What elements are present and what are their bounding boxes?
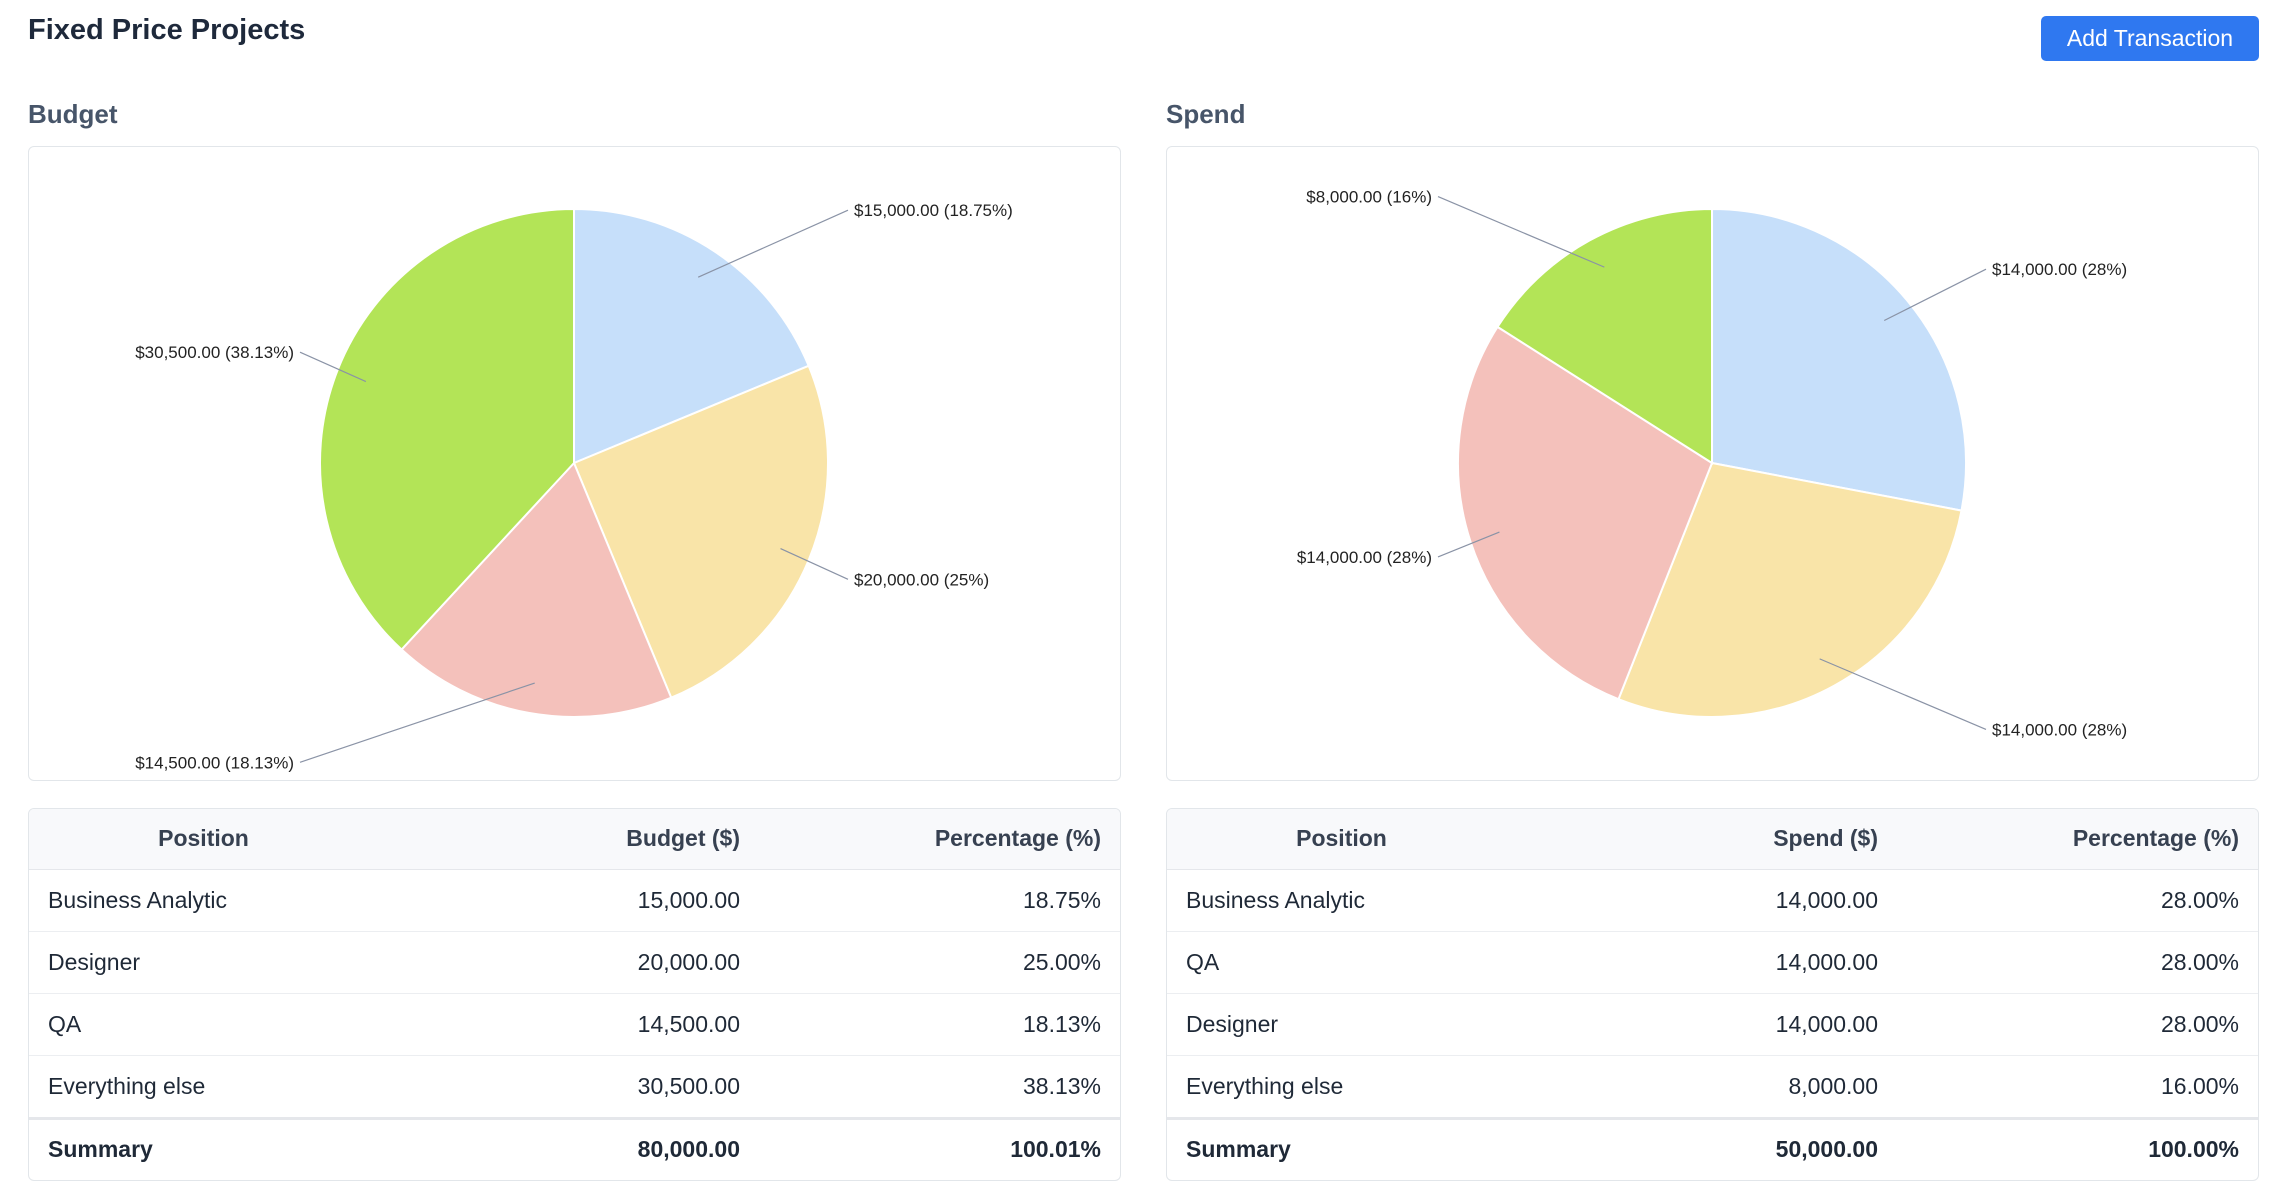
cell-amount: 20,000.00	[379, 931, 740, 994]
cell-position: Everything else	[48, 1072, 206, 1099]
budget-panel: Budget $15,000.00 (18.75%) $20,000.00 (25…	[28, 100, 1121, 1181]
spend-chart-card: $14,000.00 (28%) $14,000.00 (28%) $14,000.…	[1166, 146, 2259, 781]
pie-label-line	[1437, 531, 1500, 558]
summary-amount: 50,000.00	[1517, 1116, 1878, 1180]
pie-label-line	[780, 547, 849, 580]
table-row: Designer 20,000.00 25.00%	[29, 931, 1120, 994]
cell-percentage: 28.00%	[1878, 931, 2258, 994]
cell-amount: 30,500.00	[637, 1072, 740, 1099]
pie-slice-everything-else[interactable]	[319, 207, 575, 651]
cell-position: QA	[1167, 931, 1517, 994]
table-row: Designer 14,000.00 28.00%	[1167, 993, 2258, 1056]
cell-position: Business Analytic	[1167, 869, 1517, 932]
pie-label-line	[1883, 268, 1987, 322]
table-row: Business Analytic 14,000.00 28.00%	[1167, 869, 2258, 932]
budget-pie-chart: $15,000.00 (18.75%) $20,000.00 (25%) $14,5…	[135, 201, 1013, 772]
cell-position: Designer	[1167, 993, 1517, 1056]
column-header-position: Position	[29, 809, 379, 870]
pie-label-line	[299, 682, 535, 763]
pie-slice-label: $14,000.00 (28%)	[1297, 548, 1432, 567]
cell-percentage: 18.13%	[740, 993, 1120, 1056]
spend-section-title: Spend	[1166, 99, 1246, 129]
cell-position: QA	[29, 993, 379, 1056]
cell-percentage: 28.00%	[1878, 869, 2258, 932]
table-row: Business Analytic 15,000.00 18.75%	[29, 869, 1120, 932]
pie-slice-label: $20,000.00 (25%)	[854, 570, 989, 589]
column-header-percentage: Percentage (%)	[740, 809, 1120, 870]
pie-slice-business-analytic[interactable]	[573, 207, 810, 465]
budget-table-card: Position Budget ($) Percentage (%) Busin…	[28, 808, 1121, 1181]
page-title: Fixed Price Projects	[28, 14, 306, 46]
pie-slice-qa[interactable]	[1457, 325, 1714, 701]
budget-table: Position Budget ($) Percentage (%) Busin…	[29, 809, 1120, 1180]
cell-percentage: 16.00%	[2160, 1072, 2239, 1099]
pie-label-line	[299, 351, 367, 383]
pie-slice-label: $30,500.00 (38.13%)	[135, 343, 294, 362]
cell-percentage: 18.75%	[740, 869, 1120, 932]
budget-chart-card: $15,000.00 (18.75%) $20,000.00 (25%) $14,5…	[28, 146, 1121, 781]
table-row: QA 14,500.00 18.13%	[29, 993, 1120, 1056]
pie-slice-label: $15,000.00 (18.75%)	[854, 201, 1013, 220]
pie-slice-qa[interactable]	[400, 461, 673, 718]
summary-amount: 80,000.00	[379, 1116, 740, 1180]
budget-section-title: Budget	[28, 99, 118, 129]
pie-slice-label: $14,000.00 (28%)	[1992, 720, 2127, 739]
add-transaction-button[interactable]: Add Transaction	[2041, 16, 2259, 61]
cell-position: Everything else	[1186, 1072, 1344, 1099]
cell-percentage: 38.13%	[1022, 1072, 1101, 1099]
column-header-spend: Spend ($)	[1517, 809, 1878, 870]
pie-slice-label: $14,000.00 (28%)	[1992, 260, 2127, 279]
table-header-row: Position Budget ($) Percentage (%)	[29, 809, 1120, 870]
pie-label-line	[1819, 658, 1987, 730]
pie-slice-business-analytic[interactable]	[1711, 207, 1967, 512]
spend-table: Position Spend ($) Percentage (%) Busine…	[1167, 809, 2258, 1180]
cell-amount: 14,000.00	[1517, 993, 1878, 1056]
summary-row: Summary 80,000.00 100.01%	[29, 1116, 1120, 1180]
summary-label: Summary	[29, 1116, 379, 1180]
pie-slice-everything-else[interactable]	[1496, 207, 1713, 465]
pie-slice-designer[interactable]	[1617, 461, 1963, 718]
cell-amount: 14,000.00	[1517, 869, 1878, 932]
pie-label-line	[1437, 196, 1605, 268]
cell-percentage: 25.00%	[740, 931, 1120, 994]
table-row: QA 14,000.00 28.00%	[1167, 931, 2258, 994]
cell-position: Business Analytic	[29, 869, 379, 932]
cell-percentage: 28.00%	[1878, 993, 2258, 1056]
spend-table-card: Position Spend ($) Percentage (%) Busine…	[1166, 808, 2259, 1181]
table-header-row: Position Spend ($) Percentage (%)	[1167, 809, 2258, 870]
cell-amount: 14,500.00	[379, 993, 740, 1056]
summary-percentage: 100.00%	[1878, 1116, 2258, 1180]
spend-pie-chart: $14,000.00 (28%) $14,000.00 (28%) $14,000.…	[1297, 188, 2127, 740]
pie-label-line	[697, 209, 849, 278]
cell-amount: 15,000.00	[379, 869, 740, 932]
column-header-percentage: Percentage (%)	[1878, 809, 2258, 870]
cell-amount: 8,000.00	[1788, 1072, 1878, 1099]
spend-panel: Spend $14,000.00 (28%) $14,000.00 (28%) $1…	[1166, 100, 2259, 1181]
column-header-position: Position	[1167, 809, 1517, 870]
table-row: Everything else 30,500.00 38.13%	[29, 1055, 1120, 1118]
cell-amount: 14,000.00	[1517, 931, 1878, 994]
cell-position: Designer	[29, 931, 379, 994]
column-header-budget: Budget ($)	[379, 809, 740, 870]
summary-row: Summary 50,000.00 100.00%	[1167, 1116, 2258, 1180]
pie-slice-label: $14,500.00 (18.13%)	[135, 753, 294, 772]
summary-percentage: 100.01%	[740, 1116, 1120, 1180]
pie-slice-label: $8,000.00 (16%)	[1306, 188, 1432, 207]
table-row: Everything else 8,000.00 16.00%	[1167, 1055, 2258, 1118]
summary-label: Summary	[1167, 1116, 1517, 1180]
